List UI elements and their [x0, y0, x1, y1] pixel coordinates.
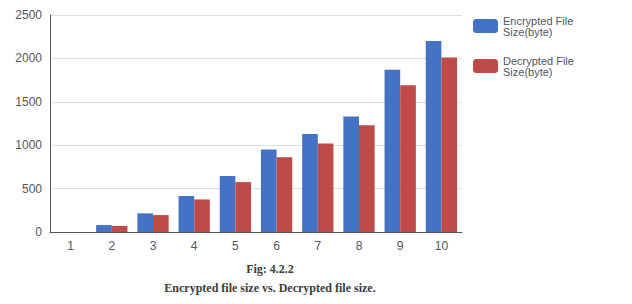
- svg-text:3: 3: [150, 239, 157, 253]
- svg-text:500: 500: [22, 182, 42, 196]
- svg-text:8: 8: [356, 239, 363, 253]
- svg-text:6: 6: [273, 239, 280, 253]
- svg-text:10: 10: [435, 239, 449, 253]
- svg-text:1500: 1500: [15, 95, 42, 109]
- svg-text:7: 7: [314, 239, 321, 253]
- svg-text:1000: 1000: [15, 138, 42, 152]
- svg-text:4: 4: [191, 239, 198, 253]
- svg-text:5: 5: [232, 239, 239, 253]
- svg-text:Decrypted File: Decrypted File: [503, 54, 574, 67]
- svg-text:2: 2: [108, 239, 115, 253]
- svg-text:9: 9: [397, 239, 404, 253]
- svg-text:2500: 2500: [15, 8, 42, 22]
- svg-text:Encrypted file size vs. Decryp: Encrypted file size vs. Decrypted file s…: [164, 281, 375, 295]
- svg-text:Size(byte): Size(byte): [503, 66, 553, 78]
- svg-text:Encrypted File: Encrypted File: [503, 14, 574, 27]
- svg-text:0: 0: [35, 225, 42, 239]
- svg-text:Fig: 4.2.2: Fig: 4.2.2: [246, 262, 294, 276]
- svg-text:Size(byte): Size(byte): [503, 26, 553, 38]
- svg-text:2000: 2000: [15, 51, 42, 65]
- svg-text:1: 1: [67, 239, 74, 253]
